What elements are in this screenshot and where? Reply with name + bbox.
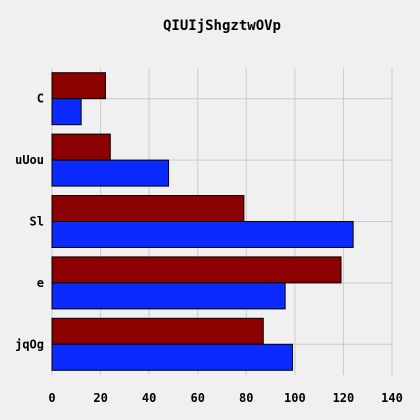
x-tick-label: 0 <box>48 391 55 405</box>
bar-C-series-1 <box>51 72 106 100</box>
x-tick-label: 60 <box>190 391 204 405</box>
bar-jqOg-series-1 <box>51 317 264 345</box>
y-tick-label: C <box>37 92 44 106</box>
bar-jqOg-series-2 <box>51 343 293 371</box>
y-tick-label: uUou <box>15 153 44 167</box>
x-tick-label: 120 <box>333 391 355 405</box>
y-tick-label: e <box>37 276 44 290</box>
bar-e-series-1 <box>51 256 342 284</box>
x-tick-label: 140 <box>381 391 403 405</box>
x-tick-label: 40 <box>142 391 156 405</box>
bar-uUou-series-2 <box>51 159 170 187</box>
bar-C-series-2 <box>51 98 82 126</box>
bar-Sl-series-1 <box>51 195 245 222</box>
chart-title: QIUIjShgztwOVp <box>163 18 281 34</box>
bar-Sl-series-2 <box>51 221 354 248</box>
x-tick-label: 80 <box>239 391 253 405</box>
x-tick-label: 20 <box>93 391 107 405</box>
y-tick-label: jqOg <box>15 337 44 351</box>
bars <box>51 72 354 371</box>
y-tick-label: Sl <box>30 215 44 229</box>
bar-e-series-2 <box>51 282 286 310</box>
x-tick-labels: 0 20 40 60 80 100 120 140 <box>48 391 402 405</box>
x-tick-label: 100 <box>284 391 306 405</box>
bar-uUou-series-1 <box>51 133 111 161</box>
